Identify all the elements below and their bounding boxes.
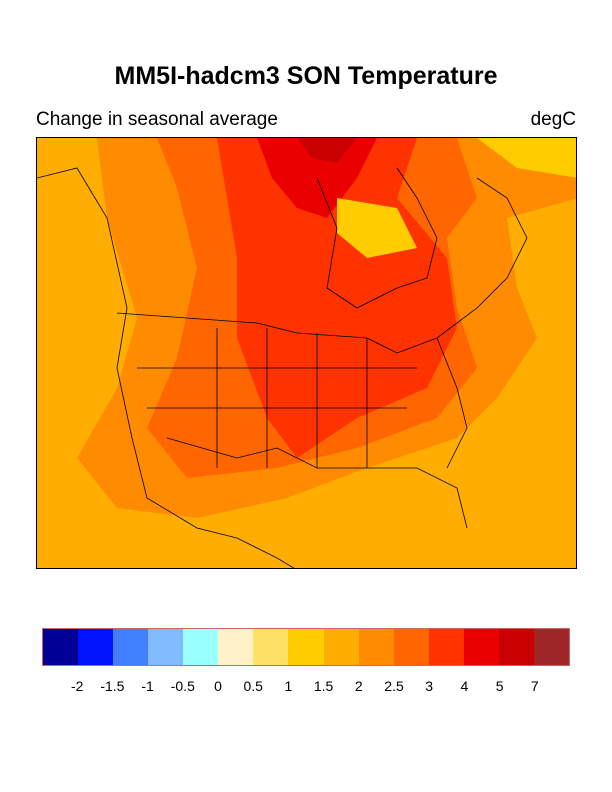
- colorbar-swatch: [288, 629, 324, 665]
- colorbar-swatch: [183, 629, 219, 665]
- colorbar-tick-label: 1.5: [313, 678, 334, 694]
- colorbar-swatch: [148, 629, 184, 665]
- colorbar-tick-label: -0.5: [170, 678, 195, 694]
- colorbar-swatch: [533, 629, 569, 665]
- colorbar-tick-label: 2.5: [384, 678, 404, 694]
- colorbar-swatch: [498, 629, 534, 665]
- colorbar-swatch: [253, 629, 289, 665]
- colorbar-tick-label: 7: [530, 678, 539, 694]
- colorbar-tick-label: 1: [284, 678, 293, 694]
- colorbar-swatch: [358, 629, 394, 665]
- colorbar-tick-label: 0.5: [243, 678, 263, 694]
- colorbar-labels: -2 -1.5 -1 -0.5 0 0.5 1 1.5 2 2.5 3 4 5 7: [0, 678, 612, 698]
- plot-title: MM5I-hadcm3 SON Temperature: [114, 62, 498, 90]
- colorbar-tick-label: 3: [425, 678, 434, 694]
- colorbar-swatch: [428, 629, 464, 665]
- units-label: degC: [530, 109, 576, 130]
- colorbar-tick-label: -1: [141, 678, 154, 694]
- colorbar-tick-label: -1.5: [100, 678, 125, 694]
- coastlines-borders: [37, 167, 528, 568]
- colorbar-swatch: [323, 629, 359, 665]
- colorbar-swatch: [463, 629, 499, 665]
- colorbar-swatch: [43, 629, 79, 665]
- colorbar: [42, 628, 570, 666]
- temperature-map: [36, 137, 577, 569]
- colorbar-swatch: [218, 629, 254, 665]
- colorbar-tick-label: 4: [460, 678, 469, 694]
- region-7-plus: [297, 138, 357, 163]
- subtitle-left: Change in seasonal average: [36, 109, 278, 130]
- colorbar-swatch: [78, 629, 114, 665]
- colorbar-tick-label: 2: [354, 678, 363, 694]
- colorbar-swatch: [393, 629, 429, 665]
- colorbar-swatch: [113, 629, 149, 665]
- colorbar-tick-label: 5: [495, 678, 504, 694]
- region-1.5-2: [337, 138, 576, 258]
- colorbar-tick-label: 0: [214, 678, 222, 694]
- colorbar-tick-label: -2: [70, 678, 84, 694]
